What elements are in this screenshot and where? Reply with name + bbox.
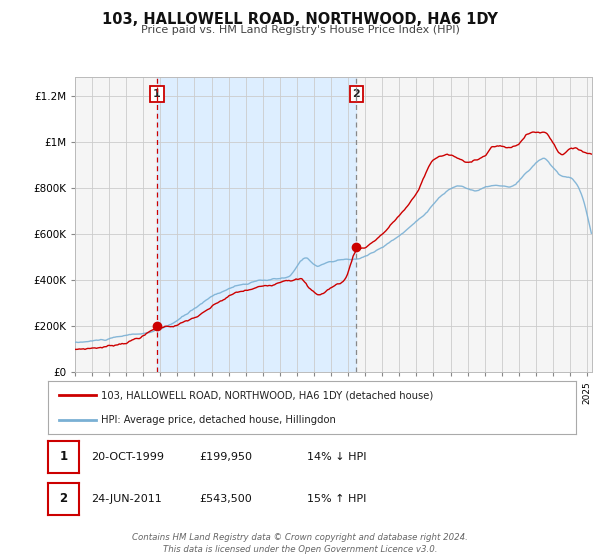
Text: 103, HALLOWELL ROAD, NORTHWOOD, HA6 1DY: 103, HALLOWELL ROAD, NORTHWOOD, HA6 1DY — [102, 12, 498, 27]
Text: HPI: Average price, detached house, Hillingdon: HPI: Average price, detached house, Hill… — [101, 414, 335, 424]
Text: This data is licensed under the Open Government Licence v3.0.: This data is licensed under the Open Gov… — [163, 545, 437, 554]
Text: £199,950: £199,950 — [199, 452, 252, 462]
Bar — [157, 77, 356, 372]
Text: 1: 1 — [153, 89, 161, 99]
Text: 103, HALLOWELL ROAD, NORTHWOOD, HA6 1DY (detached house): 103, HALLOWELL ROAD, NORTHWOOD, HA6 1DY … — [101, 390, 433, 400]
Text: Contains HM Land Registry data © Crown copyright and database right 2024.: Contains HM Land Registry data © Crown c… — [132, 533, 468, 542]
Text: 14% ↓ HPI: 14% ↓ HPI — [307, 452, 367, 462]
Text: £543,500: £543,500 — [199, 494, 252, 504]
Text: Price paid vs. HM Land Registry's House Price Index (HPI): Price paid vs. HM Land Registry's House … — [140, 25, 460, 35]
Text: 2: 2 — [59, 492, 68, 506]
Text: 2: 2 — [352, 89, 360, 99]
Text: 15% ↑ HPI: 15% ↑ HPI — [307, 494, 367, 504]
Text: 20-OCT-1999: 20-OCT-1999 — [91, 452, 164, 462]
Text: 24-JUN-2011: 24-JUN-2011 — [91, 494, 162, 504]
Text: 1: 1 — [59, 450, 68, 464]
